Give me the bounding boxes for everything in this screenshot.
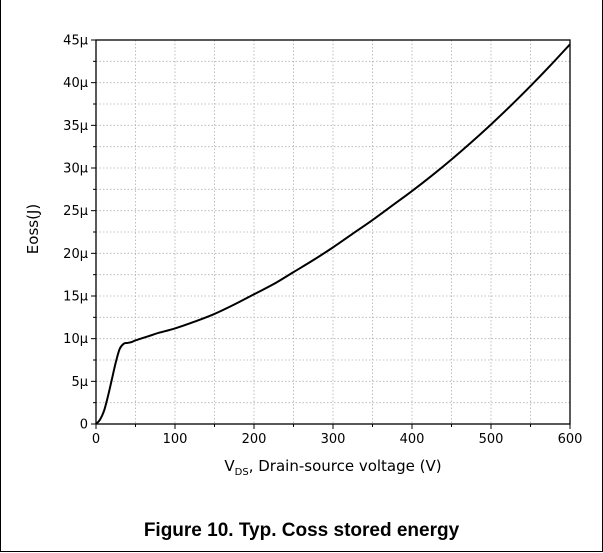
y-tick-label: 20µ — [63, 247, 88, 262]
x-tick-label: 100 — [163, 432, 188, 447]
x-axis-title-rest: , Drain-source voltage (V) — [249, 457, 442, 475]
grid-layer — [96, 40, 570, 424]
x-tick-label: 200 — [242, 432, 267, 447]
y-tick-label: 5µ — [71, 375, 88, 390]
y-tick-label: 35µ — [63, 119, 88, 134]
eoss-series-line — [95, 43, 571, 425]
x-axis-title-subscript: DS — [235, 467, 249, 478]
tick-layer — [91, 39, 571, 429]
y-tick-label: 0 — [80, 418, 88, 433]
y-tick-label: 10µ — [63, 332, 88, 347]
x-axis-title-main: V — [224, 457, 235, 475]
tick-label-layer: 0 100 200 300 400 500 600 0 5µ 10µ 15µ 20µ 25µ 30µ 35µ… — [63, 34, 582, 448]
x-axis-title: VDS, Drain-source voltage (V) — [224, 457, 441, 478]
y-tick-label: 30µ — [63, 162, 88, 177]
x-tick-label: 500 — [479, 432, 504, 447]
y-tick-label: 15µ — [63, 290, 88, 305]
x-tick-label: 600 — [558, 432, 583, 447]
x-tick-label: 300 — [321, 432, 346, 447]
y-tick-label: 25µ — [63, 204, 88, 219]
x-tick-label: 0 — [92, 432, 100, 447]
y-axis-title: Eoss(J) — [24, 204, 42, 254]
x-tick-label: 400 — [400, 432, 425, 447]
y-tick-label: 40µ — [63, 76, 88, 91]
figure-caption: Figure 10. Typ. Coss stored energy — [143, 520, 460, 541]
y-tick-label: 45µ — [63, 34, 88, 49]
